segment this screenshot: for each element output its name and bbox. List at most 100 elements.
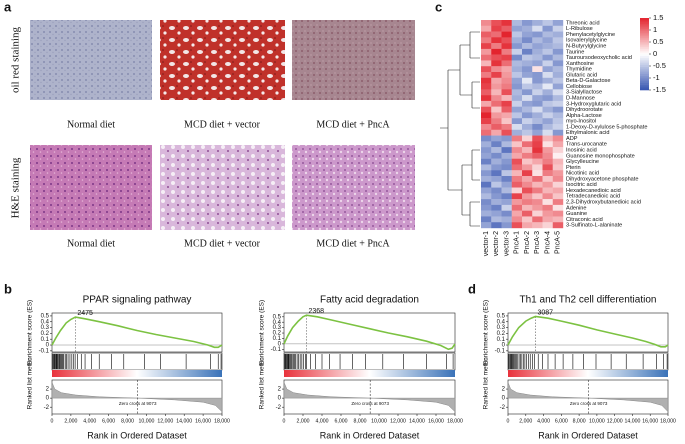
heatmap-cell (552, 141, 564, 148)
colorbar-step (640, 72, 649, 75)
plot-frame (507, 352, 669, 371)
heatmap-cell (491, 43, 502, 50)
heatmap-cell (552, 216, 564, 223)
heatmap-cell (481, 106, 492, 113)
heatmap-cell (491, 48, 502, 55)
y-tick-label: 2 (502, 387, 506, 393)
heatmap-cell (511, 25, 523, 32)
heatmap-cell (501, 129, 512, 136)
micrograph (292, 145, 415, 230)
y-tick-label: 0.3 (273, 325, 282, 331)
heatmap-cell (522, 141, 533, 148)
heatmap-cell (501, 204, 512, 211)
heatmap-cell (522, 170, 533, 177)
heatmap-cell (522, 222, 533, 229)
colorbar-step (640, 55, 649, 58)
y-tick-label: -0.1 (495, 348, 506, 354)
colorbar-step (640, 37, 649, 40)
caption: MCD diet + vector (184, 238, 261, 249)
heatmap-cell (501, 187, 512, 194)
x-tick-label: 2,000 (519, 418, 532, 424)
heatmap-cell (481, 199, 492, 206)
heatmap-cell (481, 54, 492, 61)
row-label: 3-Sialyllactose (566, 90, 602, 96)
colorbar-step (640, 70, 649, 73)
colorbar-step (640, 88, 649, 91)
x-tick-label: 8,000 (121, 418, 134, 424)
x-axis-label: Rank in Ordered Dataset (87, 430, 187, 440)
x-axis-label: Rank in Ordered Dataset (320, 430, 420, 440)
y-tick-label: 0.4 (41, 319, 50, 325)
y-tick-label: 0.2 (41, 331, 50, 337)
heatmap-cell (491, 118, 502, 125)
heatmap-cell (532, 95, 543, 102)
heatmap-cell (542, 118, 553, 125)
heatmap-cell (501, 20, 512, 26)
y-axis-label: Enrichment score (ES) (259, 300, 266, 365)
heatmap-cell (522, 72, 533, 78)
heatmap-cell (532, 20, 543, 26)
heatmap-cell (522, 181, 533, 188)
heatmap-cell (501, 95, 512, 102)
x-tick-label: 12,000 (607, 418, 623, 424)
heatmap-cell (552, 164, 564, 171)
heatmap-cell (522, 216, 533, 223)
heatmap-cell (542, 89, 553, 96)
row-label: 2,3-Dihydroxybutanedioic acid (566, 199, 641, 205)
caption: MCD diet + vector (184, 119, 261, 130)
heatmap-cell (501, 43, 512, 50)
heatmap-cell (481, 135, 492, 142)
heatmap-cell (522, 25, 533, 32)
heatmap-cell (481, 187, 492, 194)
colorbar-step (640, 39, 649, 42)
heatmap-cell (481, 176, 492, 182)
colorbar-step (640, 77, 649, 80)
row-label: myo-Inositol (566, 119, 596, 125)
heatmap-cell (481, 118, 492, 125)
heatmap-cell (501, 158, 512, 165)
heatmap-cell (501, 164, 512, 171)
heatmap-cell (532, 25, 543, 32)
heatmap-cell (511, 100, 523, 107)
x-axis-label: Rank in Ordered Dataset (538, 430, 638, 440)
heatmap-cell (532, 83, 543, 90)
heatmap-cell (542, 124, 553, 130)
y-tick-label: 0 (46, 396, 50, 402)
heatmap-cell (511, 124, 523, 130)
heatmap-cell (522, 129, 533, 136)
heatmap-cell (511, 31, 523, 38)
heatmap-cell (491, 164, 502, 171)
heatmap-cell (542, 31, 553, 38)
heatmap-cell (481, 158, 492, 165)
heatmap-cell (511, 187, 523, 194)
heatmap-cell (532, 77, 543, 84)
x-tick-label: 12,000 (390, 418, 406, 424)
row-label: Guanosine monophosphate (566, 153, 635, 159)
heatmap-cell (501, 72, 512, 78)
heatmap-cell (522, 48, 533, 55)
heatmap-cell (511, 181, 523, 188)
x-tick-label: 10,000 (371, 418, 387, 424)
heatmap-cell (501, 54, 512, 61)
colorbar-step (640, 54, 649, 57)
y-tick-label: 0.2 (497, 331, 506, 337)
heatmap-cell (522, 124, 533, 130)
row-label: Isovalerylglycine (566, 38, 607, 44)
heatmap-cell (481, 31, 492, 38)
heatmap-cell (522, 210, 533, 217)
y-tick-label: 2 (278, 387, 282, 393)
y-tick-label: 0 (46, 343, 50, 349)
colorbar-step (640, 57, 649, 60)
heatmap-cell (501, 106, 512, 113)
heatmap-cell (481, 89, 492, 96)
heatmap-cell (532, 210, 543, 217)
chart-title: Th1 and Th2 cell differentiation (520, 295, 657, 306)
heatmap-cell (552, 31, 564, 38)
heatmap-cell (501, 118, 512, 125)
colorbar-step (640, 23, 649, 26)
heatmap-cell (481, 112, 492, 119)
heatmap-cell (481, 60, 492, 67)
heatmap-cell (491, 112, 502, 119)
metric-area (283, 382, 456, 413)
